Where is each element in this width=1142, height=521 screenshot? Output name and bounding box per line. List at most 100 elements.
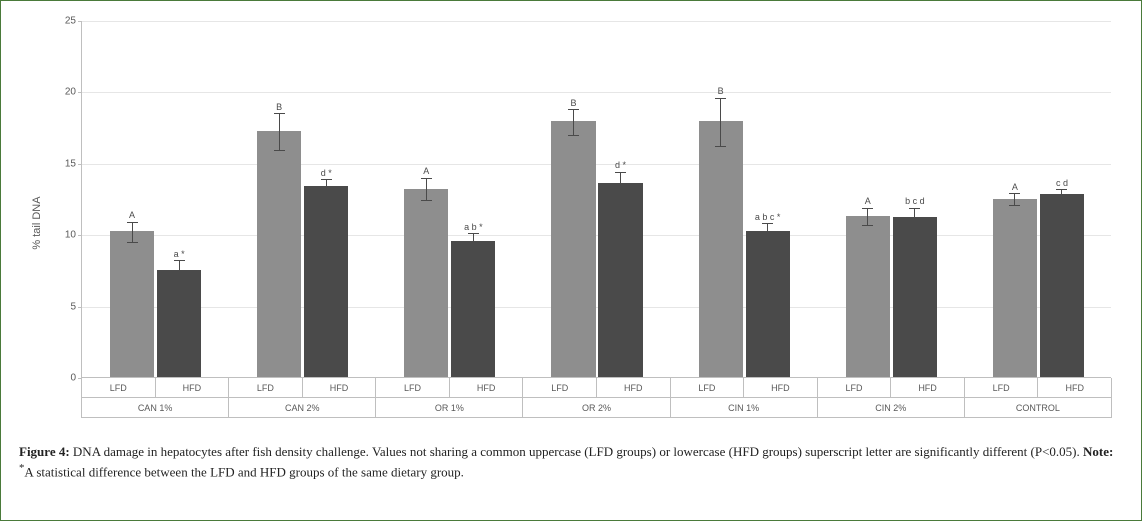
error-bar bbox=[720, 98, 721, 147]
error-cap bbox=[762, 223, 773, 224]
error-cap bbox=[1056, 200, 1067, 201]
bar bbox=[110, 231, 154, 377]
caption-note-body: A statistical difference between the LFD… bbox=[24, 464, 463, 479]
error-cap bbox=[127, 222, 138, 223]
y-tick-mark bbox=[78, 92, 82, 93]
y-tick-label: 25 bbox=[65, 16, 76, 27]
significance-label: A bbox=[423, 166, 429, 176]
error-cap bbox=[321, 193, 332, 194]
x-sub-label: LFD bbox=[375, 378, 449, 398]
significance-label: a b c * bbox=[755, 212, 781, 222]
x-sub-label: LFD bbox=[81, 378, 155, 398]
error-cap bbox=[715, 146, 726, 147]
bar bbox=[1040, 194, 1084, 377]
error-cap bbox=[862, 208, 873, 209]
y-tick-label: 15 bbox=[65, 158, 76, 169]
error-bar bbox=[867, 208, 868, 225]
y-tick-mark bbox=[78, 21, 82, 22]
bar bbox=[699, 121, 743, 377]
error-cap bbox=[909, 228, 920, 229]
error-cap bbox=[421, 200, 432, 201]
x-group-label: OR 1% bbox=[375, 398, 522, 418]
significance-label: A bbox=[1012, 182, 1018, 192]
error-cap bbox=[909, 208, 920, 209]
bar bbox=[993, 199, 1037, 378]
error-bar bbox=[767, 224, 768, 241]
error-bar bbox=[573, 110, 574, 136]
chart-plot: 0510152025Aa *Bd *Aa b *Bd *Ba b c *Ab c… bbox=[81, 21, 1111, 378]
bar bbox=[893, 217, 937, 377]
x-group-label: CIN 2% bbox=[817, 398, 964, 418]
error-bar bbox=[426, 178, 427, 201]
error-bar bbox=[914, 208, 915, 228]
error-bar bbox=[1061, 190, 1062, 201]
error-bar bbox=[132, 222, 133, 242]
significance-label: d * bbox=[321, 168, 332, 178]
x-sub-label: HFD bbox=[302, 378, 376, 398]
significance-label: c d bbox=[1056, 178, 1068, 188]
y-tick-mark bbox=[78, 235, 82, 236]
error-cap bbox=[174, 260, 185, 261]
x-group-label: OR 2% bbox=[522, 398, 669, 418]
y-axis-title: % tail DNA bbox=[31, 196, 43, 249]
x-group-label: CIN 1% bbox=[670, 398, 817, 418]
significance-label: B bbox=[276, 102, 282, 112]
caption-prefix: Figure 4: bbox=[19, 444, 70, 459]
error-cap bbox=[862, 225, 873, 226]
error-cap bbox=[762, 240, 773, 241]
bar bbox=[451, 241, 495, 377]
gridline bbox=[82, 21, 1111, 22]
gridline bbox=[82, 164, 1111, 165]
x-sub-label: LFD bbox=[817, 378, 891, 398]
x-group-label: CAN 1% bbox=[81, 398, 228, 418]
figure-container: % tail DNA 0510152025Aa *Bd *Aa b *Bd *B… bbox=[0, 0, 1142, 521]
significance-label: a b * bbox=[464, 222, 483, 232]
gridline bbox=[82, 92, 1111, 93]
x-group-label: CAN 2% bbox=[228, 398, 375, 418]
y-tick-label: 10 bbox=[65, 230, 76, 241]
error-cap bbox=[568, 135, 579, 136]
y-tick-mark bbox=[78, 164, 82, 165]
x-sub-label: HFD bbox=[449, 378, 523, 398]
bar bbox=[598, 183, 642, 377]
x-sub-label: LFD bbox=[228, 378, 302, 398]
x-sub-label: LFD bbox=[964, 378, 1038, 398]
error-cap bbox=[615, 195, 626, 196]
bar bbox=[257, 131, 301, 377]
significance-label: b c d bbox=[905, 196, 925, 206]
gridline bbox=[82, 235, 1111, 236]
y-tick-label: 5 bbox=[70, 301, 76, 312]
chart-wrap: % tail DNA 0510152025Aa *Bd *Aa b *Bd *B… bbox=[21, 13, 1121, 433]
significance-label: d * bbox=[615, 160, 626, 170]
error-cap bbox=[568, 109, 579, 110]
error-bar bbox=[279, 114, 280, 151]
error-bar bbox=[326, 180, 327, 194]
bar bbox=[404, 189, 448, 377]
figure-caption: Figure 4: DNA damage in hepatocytes afte… bbox=[19, 443, 1123, 480]
bar bbox=[846, 216, 890, 377]
caption-note-label: Note: bbox=[1083, 444, 1113, 459]
y-tick-label: 20 bbox=[65, 87, 76, 98]
error-bar bbox=[473, 234, 474, 251]
error-cap bbox=[468, 233, 479, 234]
x-sub-label: LFD bbox=[522, 378, 596, 398]
error-cap bbox=[715, 98, 726, 99]
error-bar bbox=[620, 172, 621, 195]
significance-label: A bbox=[865, 196, 871, 206]
significance-label: B bbox=[570, 98, 576, 108]
error-cap bbox=[1009, 205, 1020, 206]
significance-label: A bbox=[129, 210, 135, 220]
bar bbox=[551, 121, 595, 377]
x-sub-label: HFD bbox=[1037, 378, 1111, 398]
error-cap bbox=[321, 179, 332, 180]
x-sub-label: HFD bbox=[596, 378, 670, 398]
bar bbox=[157, 270, 201, 377]
error-cap bbox=[174, 280, 185, 281]
x-sub-label: HFD bbox=[155, 378, 229, 398]
error-cap bbox=[274, 113, 285, 114]
bar bbox=[304, 186, 348, 377]
error-cap bbox=[1056, 189, 1067, 190]
error-cap bbox=[127, 242, 138, 243]
y-tick-mark bbox=[78, 307, 82, 308]
y-tick-label: 0 bbox=[70, 373, 76, 384]
